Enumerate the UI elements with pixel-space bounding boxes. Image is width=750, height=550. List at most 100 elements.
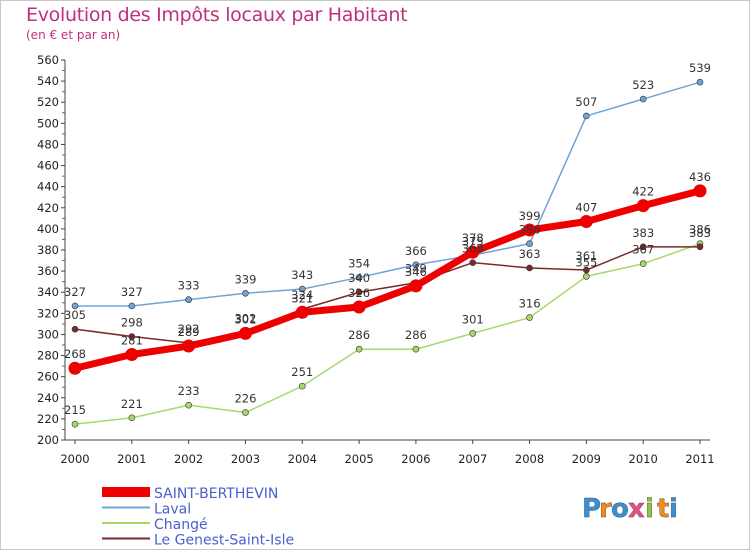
y-tick-label: 400 [37,222,59,236]
data-label: 321 [291,291,313,305]
y-tick-label: 500 [37,116,59,130]
x-tick-label: 2009 [572,452,601,466]
proxiti-logo: Pr o x i t i [582,494,678,524]
y-tick-label: 260 [37,370,59,384]
data-label: 221 [121,397,143,411]
data-point [583,273,590,280]
data-label: 339 [234,272,256,286]
chart-title: Evolution des Impôts locaux par Habitant [26,4,408,26]
x-tick-label: 2003 [231,452,260,466]
y-tick-label: 200 [37,433,59,447]
x-tick-label: 2007 [458,452,487,466]
data-label: 327 [64,285,86,299]
x-tick-label: 2000 [60,452,89,466]
logo-letter: o [611,494,629,524]
data-point [639,243,647,251]
x-tick-label: 2004 [288,452,317,466]
legend-label: Le Genest-Saint-Isle [154,533,294,549]
data-label: 251 [291,365,313,379]
data-point [125,348,139,361]
data-label: 215 [64,403,86,417]
data-point [412,261,420,269]
data-label: 523 [632,78,654,92]
data-label: 316 [519,297,541,311]
y-tick-label: 320 [37,306,59,320]
data-point [185,296,192,303]
data-point [295,305,309,319]
data-point [71,420,79,428]
data-label: 326 [348,286,370,300]
y-tick-label: 560 [37,53,59,67]
chart-subtitle: (en € et par an) [26,28,121,42]
data-label: 349 [405,262,427,276]
x-tick-label: 2010 [629,452,658,466]
data-point [412,345,420,353]
legend-label: Laval [154,502,191,518]
logo-letter: t [657,494,669,524]
data-point [696,78,704,86]
data-point [242,289,249,297]
x-tick-label: 2005 [344,452,373,466]
legend-label: SAINT-BERTHEVIN [154,486,278,502]
logo-letter: r [599,494,612,524]
y-tick-label: 520 [37,95,59,109]
x-tick-label: 2006 [401,452,430,466]
data-point [71,325,79,333]
data-label: 340 [348,271,370,285]
data-point [526,240,533,247]
y-tick-label: 460 [37,159,59,173]
data-label: 301 [234,312,256,326]
data-label: 301 [462,312,484,326]
data-point [409,279,423,293]
data-point [696,243,704,251]
legend-label: Changé [154,517,208,533]
series-line-saint-berthevin [71,187,704,372]
x-tick-label: 2011 [685,452,714,466]
data-point [583,266,590,274]
data-point [693,184,707,198]
data-label: 286 [348,328,370,342]
data-label: 226 [234,392,256,406]
x-tick-label: 2008 [515,452,544,466]
data-label: 383 [689,226,711,240]
data-label: 361 [575,249,597,263]
data-label: 286 [405,328,427,342]
data-label: 305 [64,308,86,322]
y-tick-label: 220 [37,412,59,426]
data-point [355,345,363,353]
data-point [298,382,306,390]
data-point [526,314,533,321]
data-label: 367 [632,243,654,257]
data-label: 233 [178,384,200,398]
logo-letter: i [645,494,654,524]
series-line-le-genest-saint-isle [74,246,701,344]
data-point [128,302,136,310]
x-tick-label: 2001 [117,452,146,466]
data-point [128,333,136,340]
y-tick-label: 340 [37,285,59,299]
series-line-chang- [74,242,701,425]
data-label: 399 [519,209,541,223]
y-tick-label: 300 [37,327,59,341]
data-point [355,288,363,296]
data-point [469,330,477,337]
data-label: 333 [178,279,200,293]
data-label: 386 [519,223,541,237]
data-label: 386 [689,223,711,237]
data-point [182,339,196,353]
data-label: 302 [234,311,256,325]
legend-swatch [102,487,150,497]
data-point [298,285,306,293]
data-label: 378 [462,231,484,245]
data-point [71,302,79,310]
data-point [185,401,192,409]
data-point [583,112,590,120]
data-point [469,259,477,266]
data-point [355,274,363,281]
y-tick-label: 440 [37,180,59,194]
y-tick-label: 540 [37,74,59,88]
data-label: 346 [405,265,427,279]
data-point [579,215,593,228]
data-label: 292 [178,322,200,336]
